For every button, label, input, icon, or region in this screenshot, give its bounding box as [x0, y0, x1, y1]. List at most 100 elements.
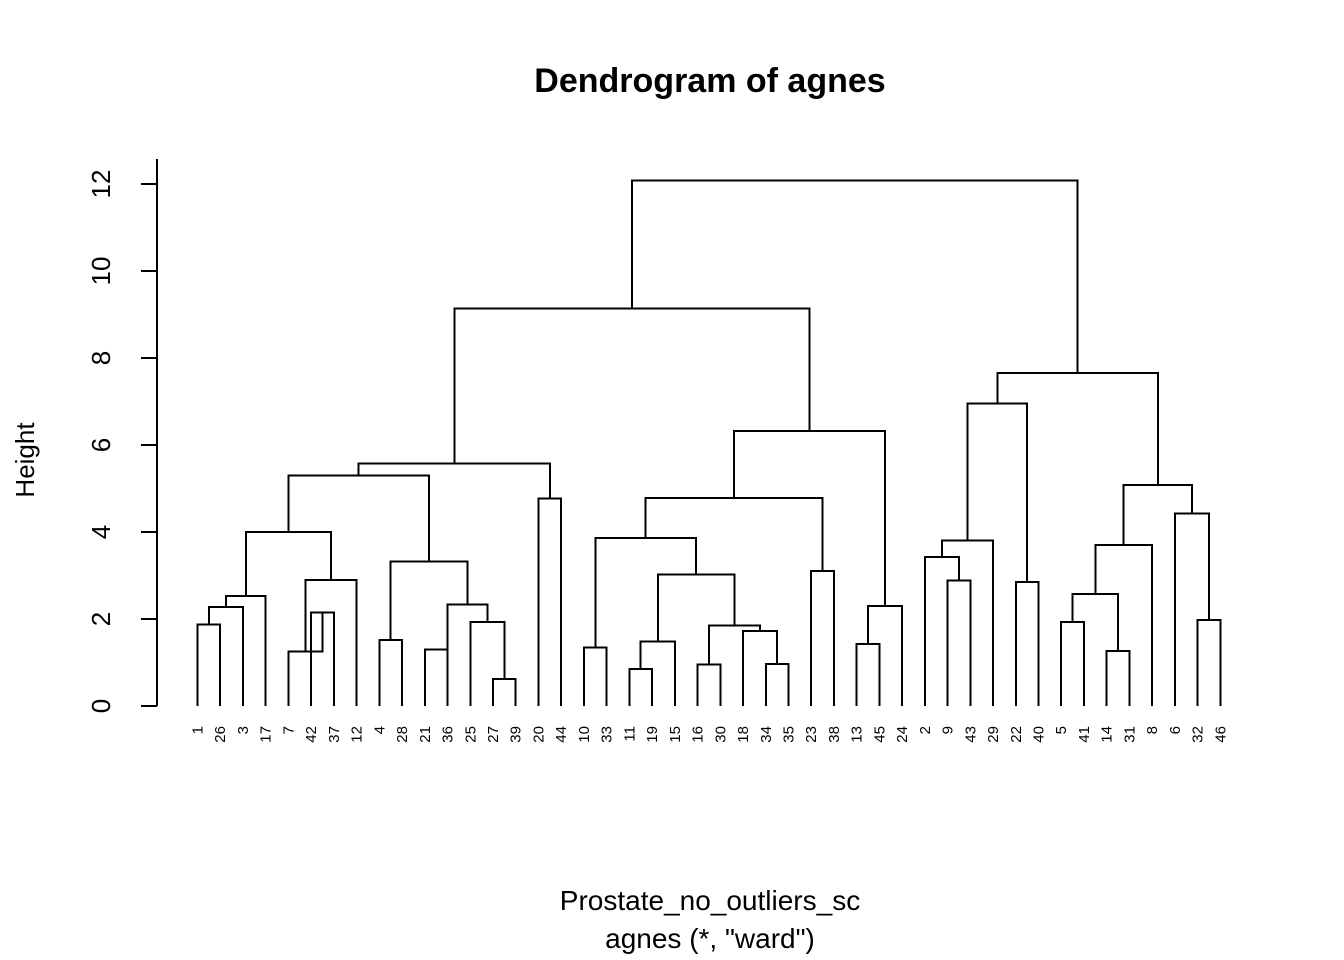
- dendrogram-link: [1196, 618, 1222, 706]
- y-tick-label: 10: [86, 257, 116, 286]
- dendrogram-link: [287, 474, 431, 562]
- leaf-label: 26: [212, 726, 229, 743]
- dendrogram-link: [1060, 621, 1085, 706]
- dendrogram-link: [940, 539, 995, 706]
- dendrogram-link: [1094, 544, 1154, 706]
- leaf-label: 23: [803, 726, 820, 743]
- dendrogram-link: [696, 663, 722, 706]
- dendrogram-link: [867, 604, 904, 706]
- dendrogram-link: [224, 594, 267, 706]
- leaf-label: 14: [1099, 726, 1116, 743]
- leaf-labels: 1 26 3 17 7 42 37 12 4 28 21 36 25 27 39 20 44 10 33 11 19 15…: [190, 726, 1230, 743]
- leaf-label: 32: [1190, 726, 1207, 743]
- dendrogram-link: [207, 605, 244, 706]
- dendrogram-link: [389, 560, 469, 640]
- dendrogram-link: [656, 573, 736, 642]
- leaf-label: 41: [1076, 726, 1093, 743]
- dendrogram-link: [537, 497, 563, 706]
- leaf-label: 36: [440, 726, 457, 743]
- y-axis-label: Height: [10, 422, 40, 498]
- leaf-label: 40: [1031, 726, 1048, 743]
- dendrogram-link: [923, 555, 960, 706]
- dendrogram-link: [423, 648, 449, 706]
- dendrogram-link: [733, 430, 887, 606]
- dendrogram-link: [855, 643, 881, 706]
- dendrogram-link: [378, 638, 404, 706]
- dendrogram-link: [639, 640, 676, 706]
- dendrogram-link: [966, 402, 1029, 583]
- dendrogram-tree: [196, 179, 1222, 706]
- dendrogram-link: [996, 372, 1159, 486]
- leaf-label: 28: [394, 726, 411, 743]
- dendrogram-link: [453, 307, 811, 464]
- leaf-label: 8: [1144, 726, 1161, 734]
- dendrogram-link: [446, 603, 489, 706]
- leaf-label: 42: [303, 726, 320, 743]
- leaf-label: 9: [940, 726, 957, 734]
- leaf-label: 38: [826, 726, 843, 743]
- leaf-label: 43: [962, 726, 979, 743]
- dendrogram-link: [644, 497, 824, 572]
- dendrogram-link: [357, 462, 551, 499]
- dendrogram-link: [304, 578, 358, 706]
- dendrogram-link: [1014, 581, 1040, 706]
- leaf-label: 44: [553, 726, 570, 743]
- leaf-label: 45: [871, 726, 888, 743]
- leaf-label: 34: [758, 726, 775, 743]
- dendrogram-link: [742, 630, 779, 706]
- leaf-label: 12: [349, 726, 366, 743]
- leaf-label: 6: [1167, 726, 1184, 734]
- dendrogram-link: [630, 179, 1079, 374]
- leaf-label: 46: [1212, 726, 1229, 743]
- leaf-label: 33: [599, 726, 616, 743]
- leaf-label: 18: [735, 726, 752, 743]
- leaf-label: 25: [462, 726, 479, 743]
- leaf-label: 1: [190, 726, 207, 734]
- leaf-label: 29: [985, 726, 1002, 743]
- leaf-label: 39: [508, 726, 525, 743]
- chart-title: Dendrogram of agnes: [534, 62, 885, 100]
- leaf-label: 13: [849, 726, 866, 743]
- leaf-label: 24: [894, 726, 911, 743]
- dendrogram-link: [1105, 649, 1131, 706]
- leaf-label: 3: [235, 726, 252, 734]
- dendrogram-link: [1173, 512, 1210, 706]
- leaf-label: 22: [1008, 726, 1025, 743]
- leaf-label: 20: [530, 726, 547, 743]
- leaf-label: 30: [712, 726, 729, 743]
- dendrogram-link: [196, 623, 222, 706]
- leaf-label: 2: [917, 726, 934, 734]
- leaf-label: 10: [576, 726, 593, 743]
- leaf-label: 19: [644, 726, 661, 743]
- leaf-label: 11: [621, 726, 638, 742]
- leaf-label: 16: [690, 726, 707, 743]
- y-tick-label: 12: [86, 170, 116, 199]
- leaf-label: 4: [371, 726, 388, 734]
- x-axis-label: Prostate_no_outliers_sc: [560, 885, 860, 916]
- leaf-label: 31: [1121, 726, 1138, 743]
- y-tick-label: 2: [86, 612, 116, 626]
- y-tick-label: 6: [86, 438, 116, 452]
- dendrogram-link: [1122, 484, 1193, 546]
- dendrogram-link: [946, 579, 972, 706]
- dendrogram-link: [244, 531, 333, 596]
- dendrogram-link: [628, 668, 654, 706]
- leaf-label: 37: [326, 726, 343, 743]
- leaf-label: 27: [485, 726, 502, 743]
- dendrogram-link: [582, 646, 608, 706]
- leaf-label: 35: [780, 726, 797, 743]
- dendrogram-link: [594, 537, 698, 648]
- y-tick-label: 8: [86, 351, 116, 365]
- chart-subtitle: agnes (*, "ward"): [605, 923, 815, 954]
- y-tick-label: 0: [86, 699, 116, 713]
- leaf-label: 17: [258, 726, 275, 743]
- leaf-label: 5: [1053, 726, 1070, 734]
- leaf-label: 15: [667, 726, 684, 743]
- leaf-label: 21: [417, 726, 434, 743]
- dendrogram-link: [469, 621, 506, 706]
- y-tick-label: 4: [86, 525, 116, 539]
- leaf-label: 7: [280, 726, 297, 734]
- dendrogram-link: [764, 662, 790, 706]
- dendrogram-link: [491, 678, 517, 706]
- y-axis: 0 2 4 6 8 10 12: [86, 159, 158, 713]
